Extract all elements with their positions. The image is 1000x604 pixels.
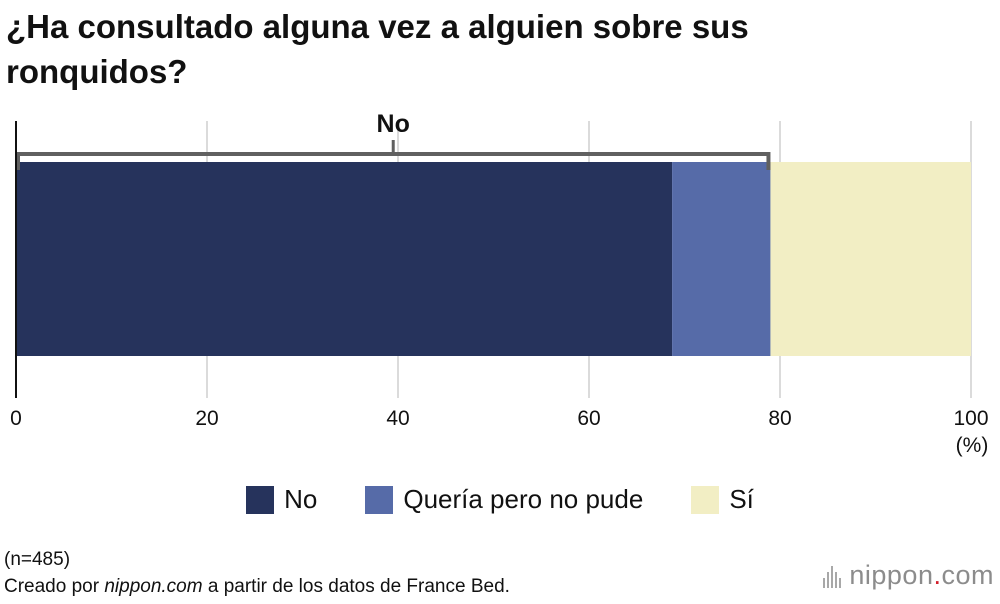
legend-label-no: No [284, 484, 318, 514]
source-note: Creado por nippon.com a partir de los da… [4, 573, 510, 600]
bar-segment-si [770, 162, 971, 356]
legend-swatch-si [691, 485, 720, 514]
sample-size: (n=485) [4, 549, 71, 570]
x-tick-label: 20 [195, 407, 218, 430]
x-tick-label: 60 [577, 407, 600, 430]
legend: No Quería pero no pude Sí [0, 484, 1000, 515]
legend-label-si: Sí [729, 484, 754, 514]
no-bracket: No [16, 110, 771, 170]
brand-name: nippon [849, 560, 934, 590]
chart-title: ¿Ha consultado alguna vez a alguien sobr… [6, 8, 749, 90]
legend-item-no: No [246, 484, 317, 515]
x-unit-label: (%) [956, 434, 989, 457]
legend-item-queria: Quería pero no pude [365, 484, 643, 515]
legend-swatch-queria [365, 485, 394, 514]
x-tick-label: 100 [953, 407, 988, 430]
footer: (n=485) Creado por nippon.com a partir d… [4, 546, 510, 600]
bars [16, 162, 971, 356]
legend-swatch-no [246, 485, 275, 514]
x-tick-label: 80 [768, 407, 791, 430]
source-prefix: Creado por [4, 576, 105, 597]
source-site: nippon.com [104, 576, 203, 597]
legend-label-queria: Quería pero no pude [403, 484, 644, 514]
bar-segment-no [16, 162, 673, 356]
bar-segment-queria [672, 162, 771, 356]
stacked-bar-chart: No 0 20 40 60 80 100 (%) [10, 110, 989, 457]
brand-tld: com [941, 560, 994, 590]
bracket-label: No [377, 110, 410, 138]
logo-mark-icon [823, 564, 843, 588]
x-axis: 0 20 40 60 80 100 (%) [10, 121, 989, 457]
source-suffix: a partir de los datos de France Bed. [202, 576, 510, 597]
brand-dot: . [933, 560, 942, 590]
legend-item-si: Sí [691, 484, 754, 515]
x-tick-label: 40 [386, 407, 409, 430]
x-tick-label: 0 [10, 407, 22, 430]
nippon-logo: nippon. com [823, 560, 994, 591]
